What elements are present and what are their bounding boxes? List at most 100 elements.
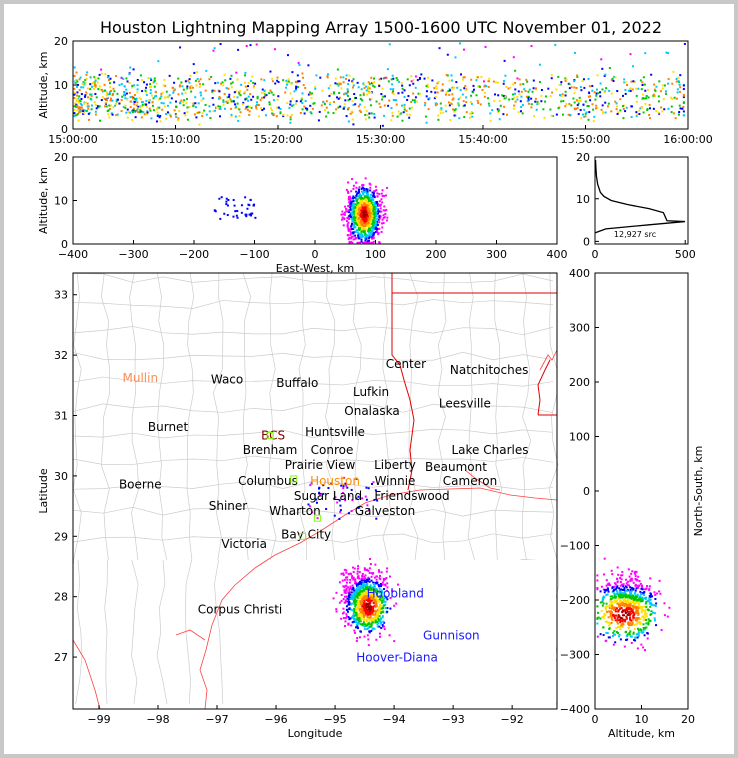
source-point: [367, 212, 370, 215]
source-point: [606, 632, 609, 635]
source-point: [487, 85, 490, 88]
source-point: [145, 105, 148, 108]
source-point: [199, 83, 202, 86]
source-point: [588, 111, 591, 114]
source-point: [381, 581, 384, 584]
x-tick-label: −99: [87, 713, 110, 726]
source-point: [362, 187, 365, 190]
source-point: [619, 616, 622, 619]
source-point: [366, 205, 369, 208]
source-point: [425, 85, 428, 88]
source-point: [208, 78, 211, 81]
source-point: [370, 217, 373, 220]
source-point: [364, 574, 367, 577]
source-point: [475, 79, 478, 82]
source-point: [478, 85, 481, 88]
source-point: [365, 220, 368, 223]
source-point: [194, 96, 197, 99]
source-point: [655, 85, 658, 88]
y-tick-label: 400: [569, 267, 590, 280]
source-point: [159, 120, 162, 123]
source-point: [641, 600, 644, 603]
gulf-water: [74, 560, 556, 708]
source-point: [226, 214, 229, 217]
source-point: [354, 103, 357, 106]
county-line: [72, 506, 554, 517]
source-point: [581, 113, 584, 116]
source-point: [355, 497, 358, 500]
source-point: [149, 92, 152, 95]
source-point: [655, 624, 658, 627]
source-point: [379, 603, 382, 606]
source-point: [370, 579, 373, 582]
source-point: [632, 611, 635, 614]
source-point: [101, 90, 104, 93]
source-point: [526, 80, 529, 83]
source-point: [355, 623, 358, 626]
source-point: [355, 96, 358, 99]
source-point: [611, 634, 614, 637]
source-point: [365, 610, 368, 613]
source-point: [149, 77, 152, 80]
source-point: [94, 103, 97, 106]
source-point: [367, 578, 370, 581]
source-point: [662, 98, 665, 101]
source-point: [631, 570, 634, 573]
source-point: [351, 213, 354, 216]
source-point: [150, 78, 153, 81]
source-point: [675, 80, 678, 83]
source-point: [345, 595, 348, 598]
source-point: [408, 107, 411, 110]
source-point: [638, 580, 641, 583]
source-point: [355, 584, 358, 587]
source-point: [232, 100, 235, 103]
source-point: [347, 221, 350, 224]
source-point: [252, 86, 255, 89]
source-point: [596, 588, 599, 591]
county-line: [72, 533, 554, 544]
source-point: [111, 99, 114, 102]
source-point: [613, 596, 616, 599]
source-point: [234, 90, 237, 93]
source-point: [552, 115, 555, 118]
source-point: [73, 114, 76, 117]
source-point: [276, 76, 279, 79]
source-point: [412, 79, 415, 82]
source-point: [388, 99, 391, 102]
source-point: [641, 596, 644, 599]
source-point: [380, 198, 383, 201]
source-point: [636, 600, 639, 603]
source-point: [77, 97, 80, 100]
source-point: [345, 207, 348, 210]
source-point: [386, 68, 389, 71]
source-point: [643, 634, 646, 637]
source-point: [344, 599, 347, 602]
source-point: [628, 584, 631, 587]
source-point: [446, 53, 449, 56]
source-point: [260, 106, 263, 109]
source-point: [613, 594, 616, 597]
source-point: [209, 116, 212, 119]
source-point: [379, 203, 382, 206]
source-point: [215, 106, 218, 109]
source-point: [637, 586, 640, 589]
source-point: [247, 95, 250, 98]
source-point: [356, 612, 359, 615]
source-point: [343, 213, 346, 216]
source-point: [239, 90, 242, 93]
source-point: [353, 93, 356, 96]
source-point: [675, 78, 678, 81]
source-point: [125, 92, 128, 95]
source-point: [73, 87, 76, 90]
x-tick-label: 15:50:00: [561, 133, 610, 146]
source-point: [338, 601, 341, 604]
source-point: [636, 599, 639, 602]
source-point: [353, 611, 356, 614]
source-point: [630, 609, 633, 612]
source-point: [354, 592, 357, 595]
source-point: [295, 87, 298, 90]
source-point: [366, 603, 369, 606]
source-point: [445, 73, 448, 76]
source-point: [346, 94, 349, 97]
